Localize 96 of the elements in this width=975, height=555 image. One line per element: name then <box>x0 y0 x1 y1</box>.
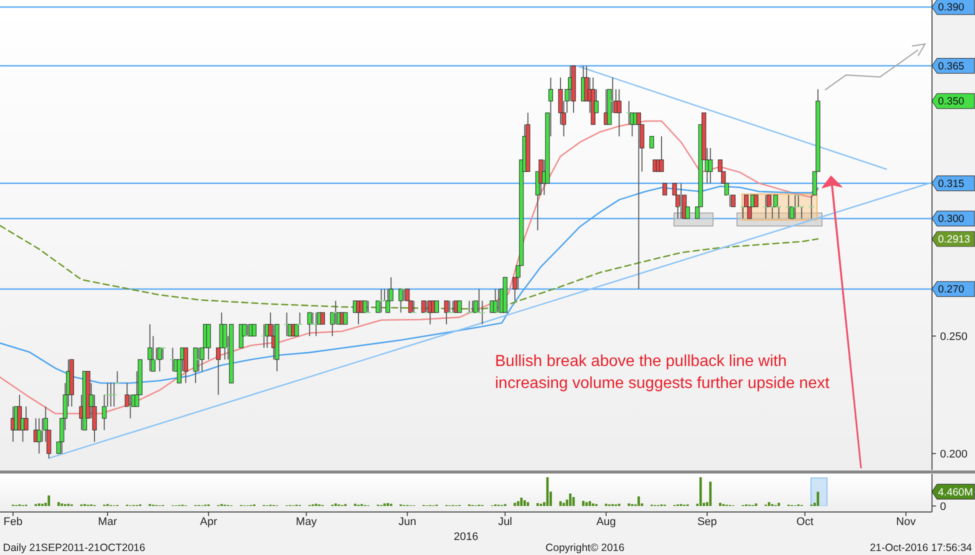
candlestick <box>493 288 498 314</box>
bar <box>592 503 594 506</box>
candlestick <box>222 324 228 360</box>
candlestick <box>297 312 302 325</box>
bar <box>768 502 770 506</box>
bar <box>718 502 722 506</box>
text: 0.2913 <box>938 234 970 246</box>
text: 21-Oct-2016 17:56:34 <box>870 542 972 554</box>
bar <box>638 496 640 506</box>
candlestick <box>444 300 449 325</box>
ref-line-label: 0.365 <box>938 60 964 72</box>
text: 0.350 <box>938 96 964 108</box>
candlestick <box>206 324 211 360</box>
x-tick-label: Jun <box>398 516 416 528</box>
x-axis-title: 2016 <box>454 531 478 543</box>
annotation: Bullish break above the pullback line with increasing volume suggests further upside next <box>495 353 830 392</box>
bar <box>38 503 40 506</box>
bar <box>582 500 585 506</box>
candlestick <box>343 312 348 325</box>
candlestick <box>636 112 642 290</box>
text: Copyright© 2016 <box>546 542 625 554</box>
candlestick <box>398 288 404 314</box>
candlestick <box>376 300 380 313</box>
ref-line-label: 0.390 <box>938 2 964 14</box>
candlestick <box>317 312 322 325</box>
candlestick <box>252 324 256 336</box>
bar <box>57 502 60 506</box>
bar <box>516 501 520 506</box>
bar <box>536 503 539 506</box>
bar <box>628 503 630 506</box>
bar <box>386 503 389 506</box>
candlestick <box>17 394 22 431</box>
text: Daily 21SEP2011-21OCT2016 <box>3 542 146 554</box>
candlestick <box>790 206 794 219</box>
candlestick <box>766 194 772 208</box>
candlestick <box>340 312 344 325</box>
bar <box>588 501 592 506</box>
candlestick <box>307 312 312 337</box>
candlestick <box>730 194 736 208</box>
x-tick-label: Mar <box>98 516 118 528</box>
candlestick <box>112 382 117 408</box>
bar <box>569 494 572 506</box>
bar <box>334 503 337 506</box>
x-tick-label: Nov <box>896 516 916 528</box>
bar <box>526 502 530 506</box>
y-tick-label: 0.250 <box>940 330 968 343</box>
candlestick <box>24 406 28 431</box>
bar <box>520 498 523 506</box>
candlestick <box>808 194 814 220</box>
candlestick <box>336 312 342 325</box>
x-tick-label: Jul <box>498 516 512 528</box>
candlestick <box>773 194 778 208</box>
candlestick <box>708 148 713 184</box>
candlestick <box>411 300 416 314</box>
bar <box>523 500 526 506</box>
candlestick <box>157 347 162 372</box>
candlestick <box>362 300 368 313</box>
candlestick <box>385 288 390 314</box>
bar <box>699 477 702 506</box>
candlestick <box>662 183 668 196</box>
y-tick-label: 0 <box>940 500 946 513</box>
candlestick <box>294 324 299 336</box>
candlestick <box>649 136 654 148</box>
bar <box>48 495 50 506</box>
bar <box>60 503 64 506</box>
bar <box>709 482 712 506</box>
candlestick <box>160 347 166 360</box>
y-tick-label: 4.460M <box>938 486 974 498</box>
x-tick-label: Aug <box>596 516 616 528</box>
candlestick <box>421 300 426 313</box>
candlestick <box>754 194 758 208</box>
bar <box>562 502 565 506</box>
ref-line-label: 0.300 <box>938 213 964 226</box>
bar <box>514 502 516 506</box>
candlestick <box>366 300 371 314</box>
candlestick <box>148 324 152 372</box>
bar <box>778 502 780 506</box>
line-series <box>0 224 819 310</box>
bar <box>585 502 588 506</box>
ref-line-label: 0.315 <box>938 178 964 190</box>
candlestick <box>320 312 325 325</box>
x-tick-label: Feb <box>4 516 23 528</box>
x-tick-label: Sep <box>697 516 717 528</box>
candlestick <box>480 300 485 325</box>
candlestick <box>659 136 664 172</box>
candlestick <box>616 88 622 137</box>
candlestick <box>183 347 188 384</box>
x-tick-label: Apr <box>200 516 218 528</box>
y-tick-label: 0.200 <box>940 448 968 460</box>
ref-line-label: 0.270 <box>938 284 964 296</box>
candlestick <box>36 418 42 454</box>
bar <box>816 492 820 506</box>
x-tick-label: May <box>296 516 318 528</box>
x-tick-label: Oct <box>796 516 814 528</box>
candlestick <box>457 300 462 313</box>
candlestick <box>434 300 439 313</box>
